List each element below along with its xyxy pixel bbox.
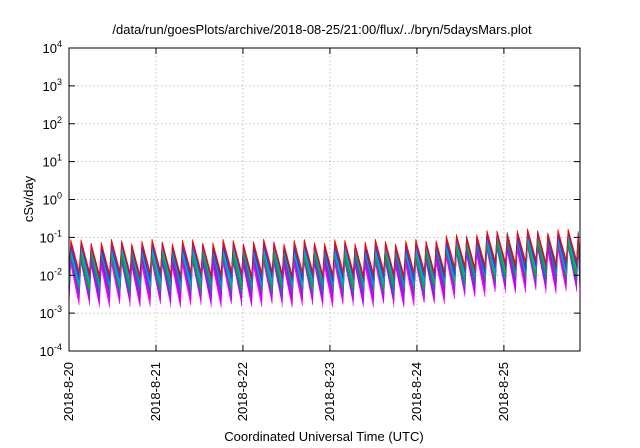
- chart-title: /data/run/goesPlots/archive/2018-08-25/2…: [112, 22, 532, 37]
- y-tick-label: 103: [43, 77, 62, 94]
- x-axis-label: Coordinated Universal Time (UTC): [224, 429, 423, 444]
- y-tick-label: 101: [43, 153, 62, 170]
- y-axis: 10-4 10-3 10-2 10-1 100 101 102 103 104: [40, 39, 580, 359]
- x-tick-label: 2018-8-24: [409, 362, 424, 421]
- grid-lines: [69, 48, 580, 351]
- y-axis-label: cSv/day: [21, 175, 36, 222]
- x-axis: 2018-8-20 2018-8-21 2018-8-22 2018-8-23 2018…: [61, 48, 511, 421]
- y-tick-label: 10-4: [40, 342, 62, 359]
- y-tick-label: 104: [43, 39, 62, 56]
- x-tick-label: 2018-8-25: [496, 362, 511, 421]
- series-group: [68, 228, 581, 308]
- x-tick-label: 2018-8-23: [322, 362, 337, 421]
- y-tick-label: 100: [43, 191, 62, 208]
- x-tick-label: 2018-8-20: [61, 362, 76, 421]
- x-tick-label: 2018-8-21: [148, 362, 163, 421]
- y-tick-label: 10-3: [40, 304, 62, 321]
- y-tick-label: 10-2: [40, 266, 62, 283]
- x-tick-label: 2018-8-22: [235, 362, 250, 421]
- y-tick-label: 10-1: [40, 228, 62, 245]
- y-tick-label: 102: [43, 115, 62, 132]
